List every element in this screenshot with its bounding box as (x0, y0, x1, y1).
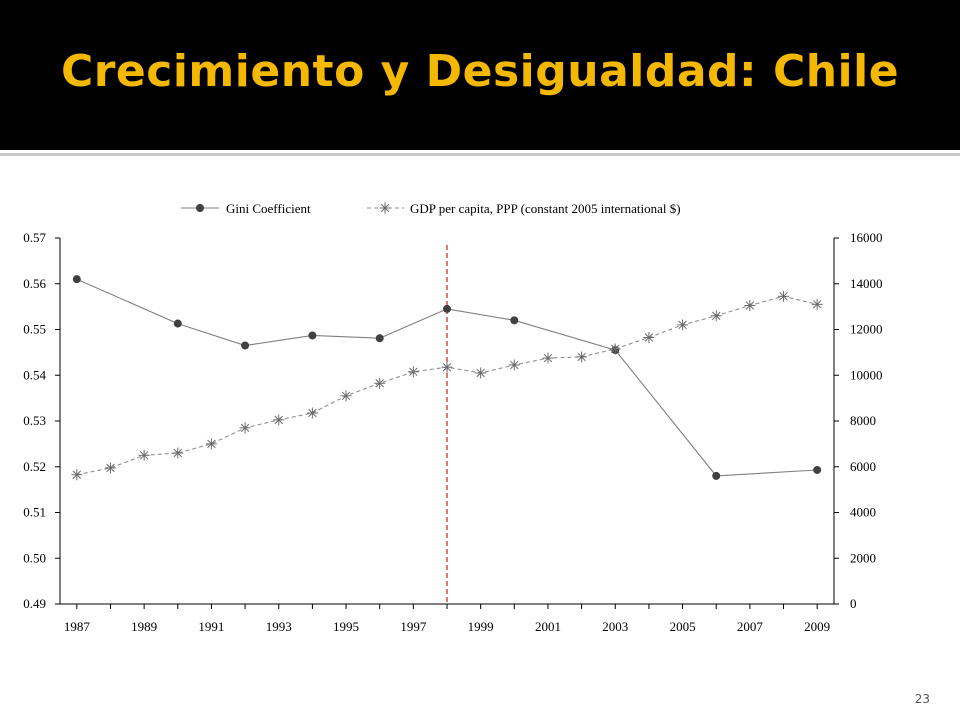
legend-gini-swatch-dot (196, 204, 204, 212)
gini-coefficient-point (712, 471, 721, 480)
left-y-tick-label: 0.56 (23, 276, 46, 291)
x-tick-label: 2001 (535, 619, 561, 634)
gini-coefficient-point (308, 331, 317, 340)
right-y-tick-label: 4000 (850, 505, 876, 520)
x-tick-label: 1999 (468, 619, 494, 634)
gdp-per-capita-point (811, 298, 823, 310)
gdp-per-capita-point (273, 414, 285, 426)
gdp-per-capita-point (508, 359, 520, 371)
legend-gini-label: Gini Coefficient (226, 201, 311, 216)
gdp-per-capita-point (138, 449, 150, 461)
gdp-per-capita-point (407, 366, 419, 378)
chart-axes: 0.57 0.56 0.55 0.54 0.53 0.52 0.51 0.50 0.49 1600… (23, 230, 882, 634)
gini-coefficient-point (510, 316, 519, 325)
gdp-per-capita-point (104, 462, 116, 474)
gdp-per-capita-point (71, 469, 83, 481)
left-y-tick-label: 0.49 (23, 596, 46, 611)
gdp-per-capita-point (441, 361, 453, 373)
gini-coefficient-point (72, 275, 81, 284)
right-y-tick-label: 0 (850, 596, 857, 611)
title-bar (0, 0, 960, 150)
legend-gdp-label: GDP per capita, PPP (constant 2005 inter… (410, 201, 681, 216)
left-y-tick-label: 0.57 (23, 230, 46, 245)
gdp-per-capita-point (643, 332, 655, 344)
x-tick-label: 1995 (333, 619, 359, 634)
x-tick-label: 2009 (804, 619, 830, 634)
left-y-tick-label: 0.50 (23, 550, 46, 565)
right-y-tick-label: 6000 (850, 459, 876, 474)
x-tick-label: 1997 (400, 619, 427, 634)
gdp-per-capita-point (677, 319, 689, 331)
x-tick-label: 2003 (602, 619, 628, 634)
gdp-per-capita-point (475, 367, 487, 379)
right-y-tick-label: 14000 (850, 276, 883, 291)
page-number: 23 (914, 692, 930, 706)
gini-coefficient-line (76, 278, 818, 477)
x-tick-label: 1993 (266, 619, 292, 634)
gdp-per-capita-point (172, 447, 184, 459)
x-tick-label: 2007 (737, 619, 764, 634)
gdp-per-capita-point (744, 299, 756, 311)
legend-gdp-swatch-star (379, 202, 391, 214)
right-y-tick-label: 2000 (850, 550, 876, 565)
right-y-tick-label: 12000 (850, 322, 883, 337)
gini-coefficient-point (173, 319, 182, 328)
gdp-per-capita-point (576, 351, 588, 363)
left-y-tick-label: 0.53 (23, 413, 46, 428)
gini-coefficient-point (241, 341, 250, 350)
gdp-per-capita-point (778, 290, 790, 302)
chart-legend: Gini Coefficient GDP per capita, PPP (con… (181, 201, 681, 216)
gdp-per-capita-point (609, 343, 621, 355)
title-divider (0, 153, 960, 156)
gdp-per-capita-point (205, 438, 217, 450)
gdp-per-capita-point (542, 352, 554, 364)
gini-coefficient-point (813, 465, 822, 474)
right-y-tick-label: 8000 (850, 413, 876, 428)
gdp-per-capita-point (239, 422, 251, 434)
x-tick-label: 1989 (131, 619, 157, 634)
x-tick-label: 2005 (670, 619, 696, 634)
gini-coefficient-point (375, 334, 384, 343)
x-tick-label: 1987 (64, 619, 91, 634)
left-y-tick-label: 0.54 (23, 367, 46, 382)
gdp-per-capita-point (340, 390, 352, 402)
x-tick-label: 1991 (198, 619, 224, 634)
gdp-per-capita-point (306, 407, 318, 419)
right-y-tick-label: 10000 (850, 367, 883, 382)
right-y-tick-label: 16000 (850, 230, 883, 245)
gdp-per-capita-point (710, 310, 722, 322)
slide-title: Crecimiento y Desigualdad: Chile (60, 46, 900, 97)
gini-coefficient-point (443, 304, 451, 313)
gdp-per-capita-point (374, 377, 386, 389)
chart-series (71, 245, 823, 604)
left-y-tick-label: 0.52 (23, 459, 46, 474)
left-y-tick-label: 0.55 (23, 322, 46, 337)
left-y-tick-label: 0.51 (23, 505, 46, 520)
